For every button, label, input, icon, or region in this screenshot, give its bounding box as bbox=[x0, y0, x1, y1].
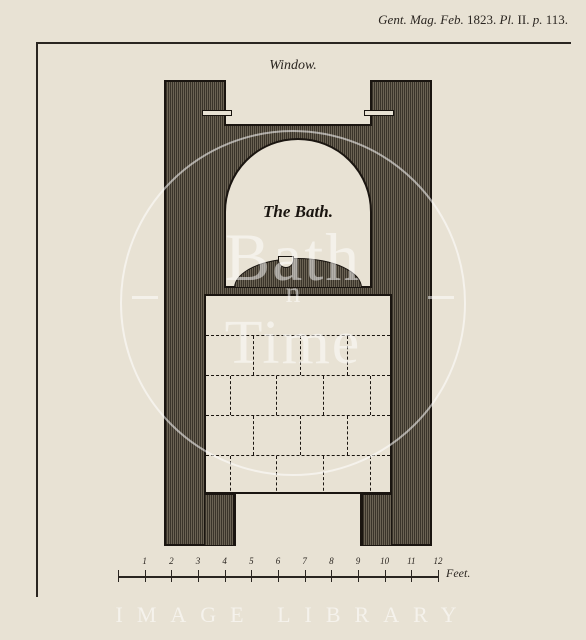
scale-number: 5 bbox=[249, 556, 254, 566]
window-recess bbox=[224, 80, 372, 126]
citation-plate-num: II. bbox=[518, 12, 530, 27]
scale-number: 8 bbox=[329, 556, 334, 566]
scale-tick bbox=[171, 570, 172, 582]
block-row bbox=[206, 416, 390, 456]
scale-tick bbox=[145, 570, 146, 582]
wall-return-left bbox=[204, 494, 234, 546]
scale-tick bbox=[358, 570, 359, 582]
scale-number: 10 bbox=[380, 556, 389, 566]
scale-bar: 123456789101112 Feet. bbox=[118, 562, 458, 592]
scale-number: 3 bbox=[196, 556, 201, 566]
citation-page-num: 113. bbox=[546, 12, 568, 27]
block-row bbox=[206, 336, 390, 376]
scale-number: 9 bbox=[356, 556, 361, 566]
scale-unit: Feet. bbox=[446, 566, 470, 581]
wall-return-right bbox=[362, 494, 392, 546]
block-row bbox=[206, 296, 390, 336]
scale-tick bbox=[118, 570, 119, 582]
bath-label: The Bath. bbox=[164, 202, 432, 222]
scale-tick bbox=[278, 570, 279, 582]
watermark-dash bbox=[428, 296, 454, 299]
block-row bbox=[206, 376, 390, 416]
scale-tick bbox=[438, 570, 439, 582]
watermark-footer: IMAGE LIBRARY bbox=[0, 602, 586, 628]
lintel-left bbox=[202, 110, 232, 116]
citation-page-prefix: p. bbox=[533, 12, 543, 27]
masonry-blocks bbox=[204, 294, 392, 494]
block-row bbox=[206, 456, 390, 496]
entrance-opening bbox=[234, 494, 362, 546]
scale-number: 11 bbox=[407, 556, 415, 566]
watermark-dash bbox=[132, 296, 158, 299]
scale-number: 2 bbox=[169, 556, 174, 566]
citation-year: 1823. bbox=[467, 12, 496, 27]
scale-number: 4 bbox=[222, 556, 227, 566]
citation-source: Gent. Mag. Feb. bbox=[378, 12, 464, 27]
lintel-right bbox=[364, 110, 394, 116]
scale-tick bbox=[385, 570, 386, 582]
scale-number: 6 bbox=[276, 556, 281, 566]
scale-number: 7 bbox=[302, 556, 307, 566]
scale-number: 1 bbox=[142, 556, 147, 566]
scale-tick bbox=[251, 570, 252, 582]
citation-plate-prefix: Pl. bbox=[499, 12, 514, 27]
scale-number: 12 bbox=[434, 556, 443, 566]
bath-plan-diagram: The Bath. bbox=[164, 80, 432, 546]
scale-tick bbox=[305, 570, 306, 582]
window-label: Window. bbox=[269, 58, 317, 74]
scale-tick bbox=[411, 570, 412, 582]
scale-tick bbox=[331, 570, 332, 582]
scale-tick bbox=[198, 570, 199, 582]
publication-citation: Gent. Mag. Feb. 1823. Pl. II. p. 113. bbox=[378, 12, 568, 28]
scale-tick bbox=[225, 570, 226, 582]
